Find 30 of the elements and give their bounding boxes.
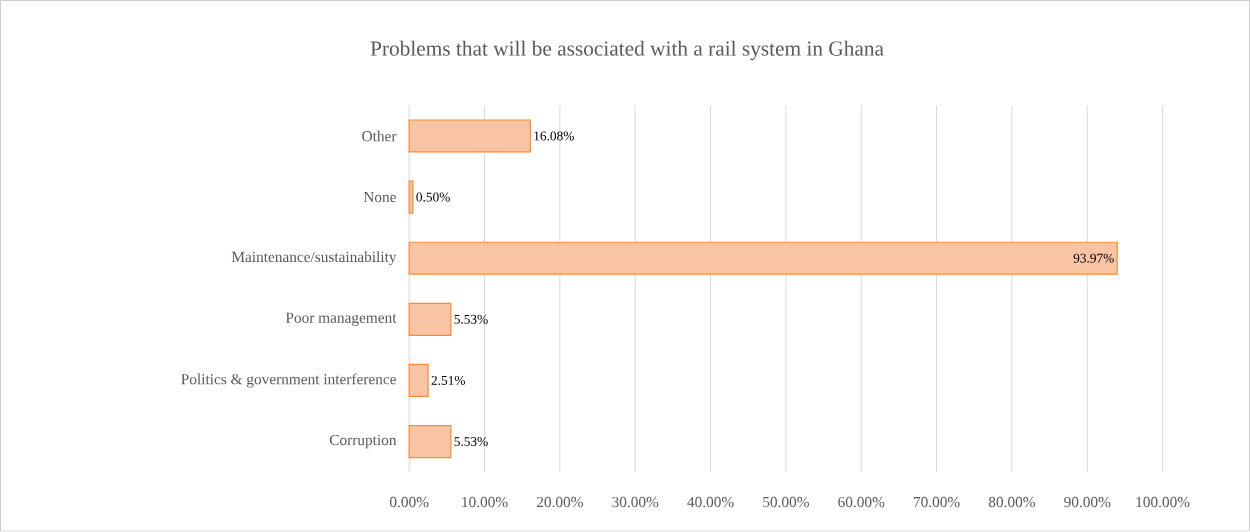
x-tick-label: 100.00% <box>1136 497 1190 508</box>
data-label: 0.50% <box>416 192 450 202</box>
x-tick-label: 90.00% <box>1064 497 1111 508</box>
y-tick-label: Corruption <box>329 435 397 449</box>
x-tick-label: 10.00% <box>462 497 508 508</box>
y-tick-label: Poor management <box>285 312 397 327</box>
y-tick-label: Maintenance/sustainability <box>231 251 397 266</box>
x-tick-label: 80.00% <box>988 497 1035 508</box>
x-tick-label: 40.00% <box>687 497 734 508</box>
bar <box>408 364 429 398</box>
chart-title: Problems that will be associated with a rail system in Ghana <box>370 40 884 61</box>
bar <box>408 180 414 214</box>
x-tick-label: 70.00% <box>913 497 960 508</box>
y-tick-label: Politics & government interference <box>181 373 396 388</box>
x-tick-label: 20.00% <box>536 497 583 508</box>
data-label: 93.97% <box>1073 253 1114 263</box>
y-tick-label: None <box>363 192 396 203</box>
y-tick-label: Other <box>362 130 397 142</box>
x-tick-label: 60.00% <box>838 497 885 508</box>
x-tick-label: 0.00% <box>389 497 429 508</box>
bar <box>408 119 531 153</box>
bar <box>408 241 1118 276</box>
x-tick-label: 50.00% <box>763 497 809 508</box>
data-label: 16.08% <box>534 131 574 141</box>
bar <box>408 302 452 337</box>
bar <box>408 425 452 459</box>
data-label: 5.53% <box>454 315 488 325</box>
x-tick-label: 30.00% <box>612 497 659 508</box>
data-label: 5.53% <box>454 437 488 447</box>
data-label: 2.51% <box>431 376 465 386</box>
